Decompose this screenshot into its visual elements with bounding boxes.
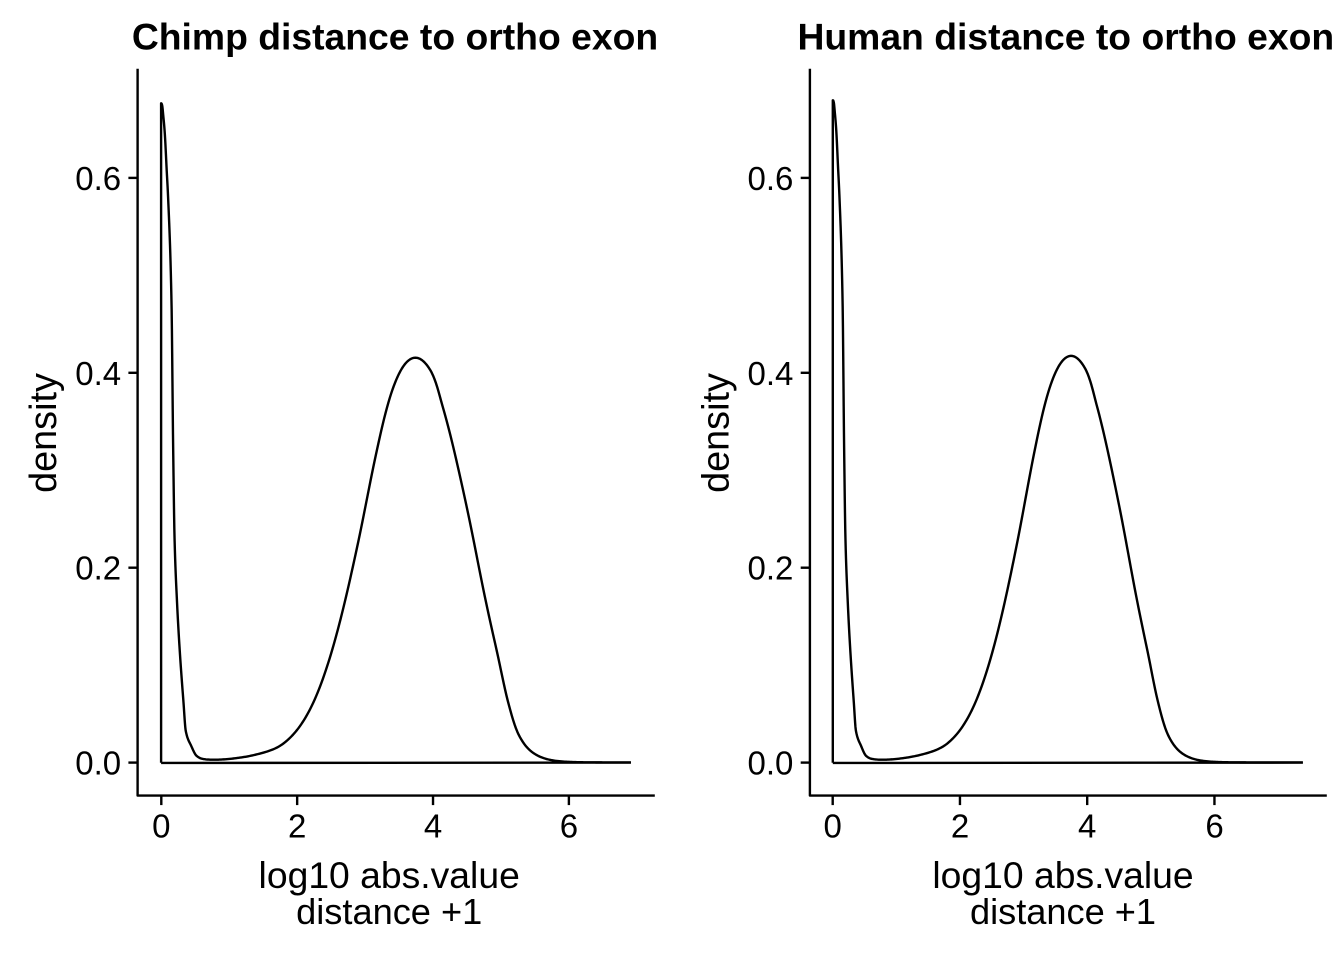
svg-text:0.4: 0.4 <box>748 355 794 392</box>
svg-text:2: 2 <box>288 808 306 845</box>
svg-text:0.4: 0.4 <box>75 355 121 392</box>
svg-text:0.6: 0.6 <box>75 160 121 197</box>
svg-text:log10 abs.value: log10 abs.value <box>932 854 1193 896</box>
svg-text:Human distance to ortho exon: Human distance to ortho exon <box>797 15 1334 57</box>
svg-text:4: 4 <box>1078 808 1096 845</box>
svg-text:0: 0 <box>824 808 842 845</box>
svg-text:distance +1: distance +1 <box>970 891 1156 932</box>
svg-text:0.0: 0.0 <box>748 745 794 782</box>
svg-text:0.6: 0.6 <box>748 160 794 197</box>
svg-text:6: 6 <box>560 808 578 845</box>
svg-text:0.0: 0.0 <box>75 745 121 782</box>
svg-text:4: 4 <box>424 808 442 845</box>
svg-text:Chimp distance to ortho exon: Chimp distance to ortho exon <box>132 15 658 57</box>
svg-text:0.2: 0.2 <box>75 550 121 587</box>
svg-text:density: density <box>23 373 65 493</box>
svg-text:6: 6 <box>1205 808 1223 845</box>
svg-text:density: density <box>696 373 738 493</box>
svg-text:2: 2 <box>951 808 969 845</box>
svg-text:distance +1: distance +1 <box>296 891 482 932</box>
svg-text:0: 0 <box>152 808 170 845</box>
svg-text:0.2: 0.2 <box>748 550 794 587</box>
svg-text:log10 abs.value: log10 abs.value <box>259 854 520 896</box>
